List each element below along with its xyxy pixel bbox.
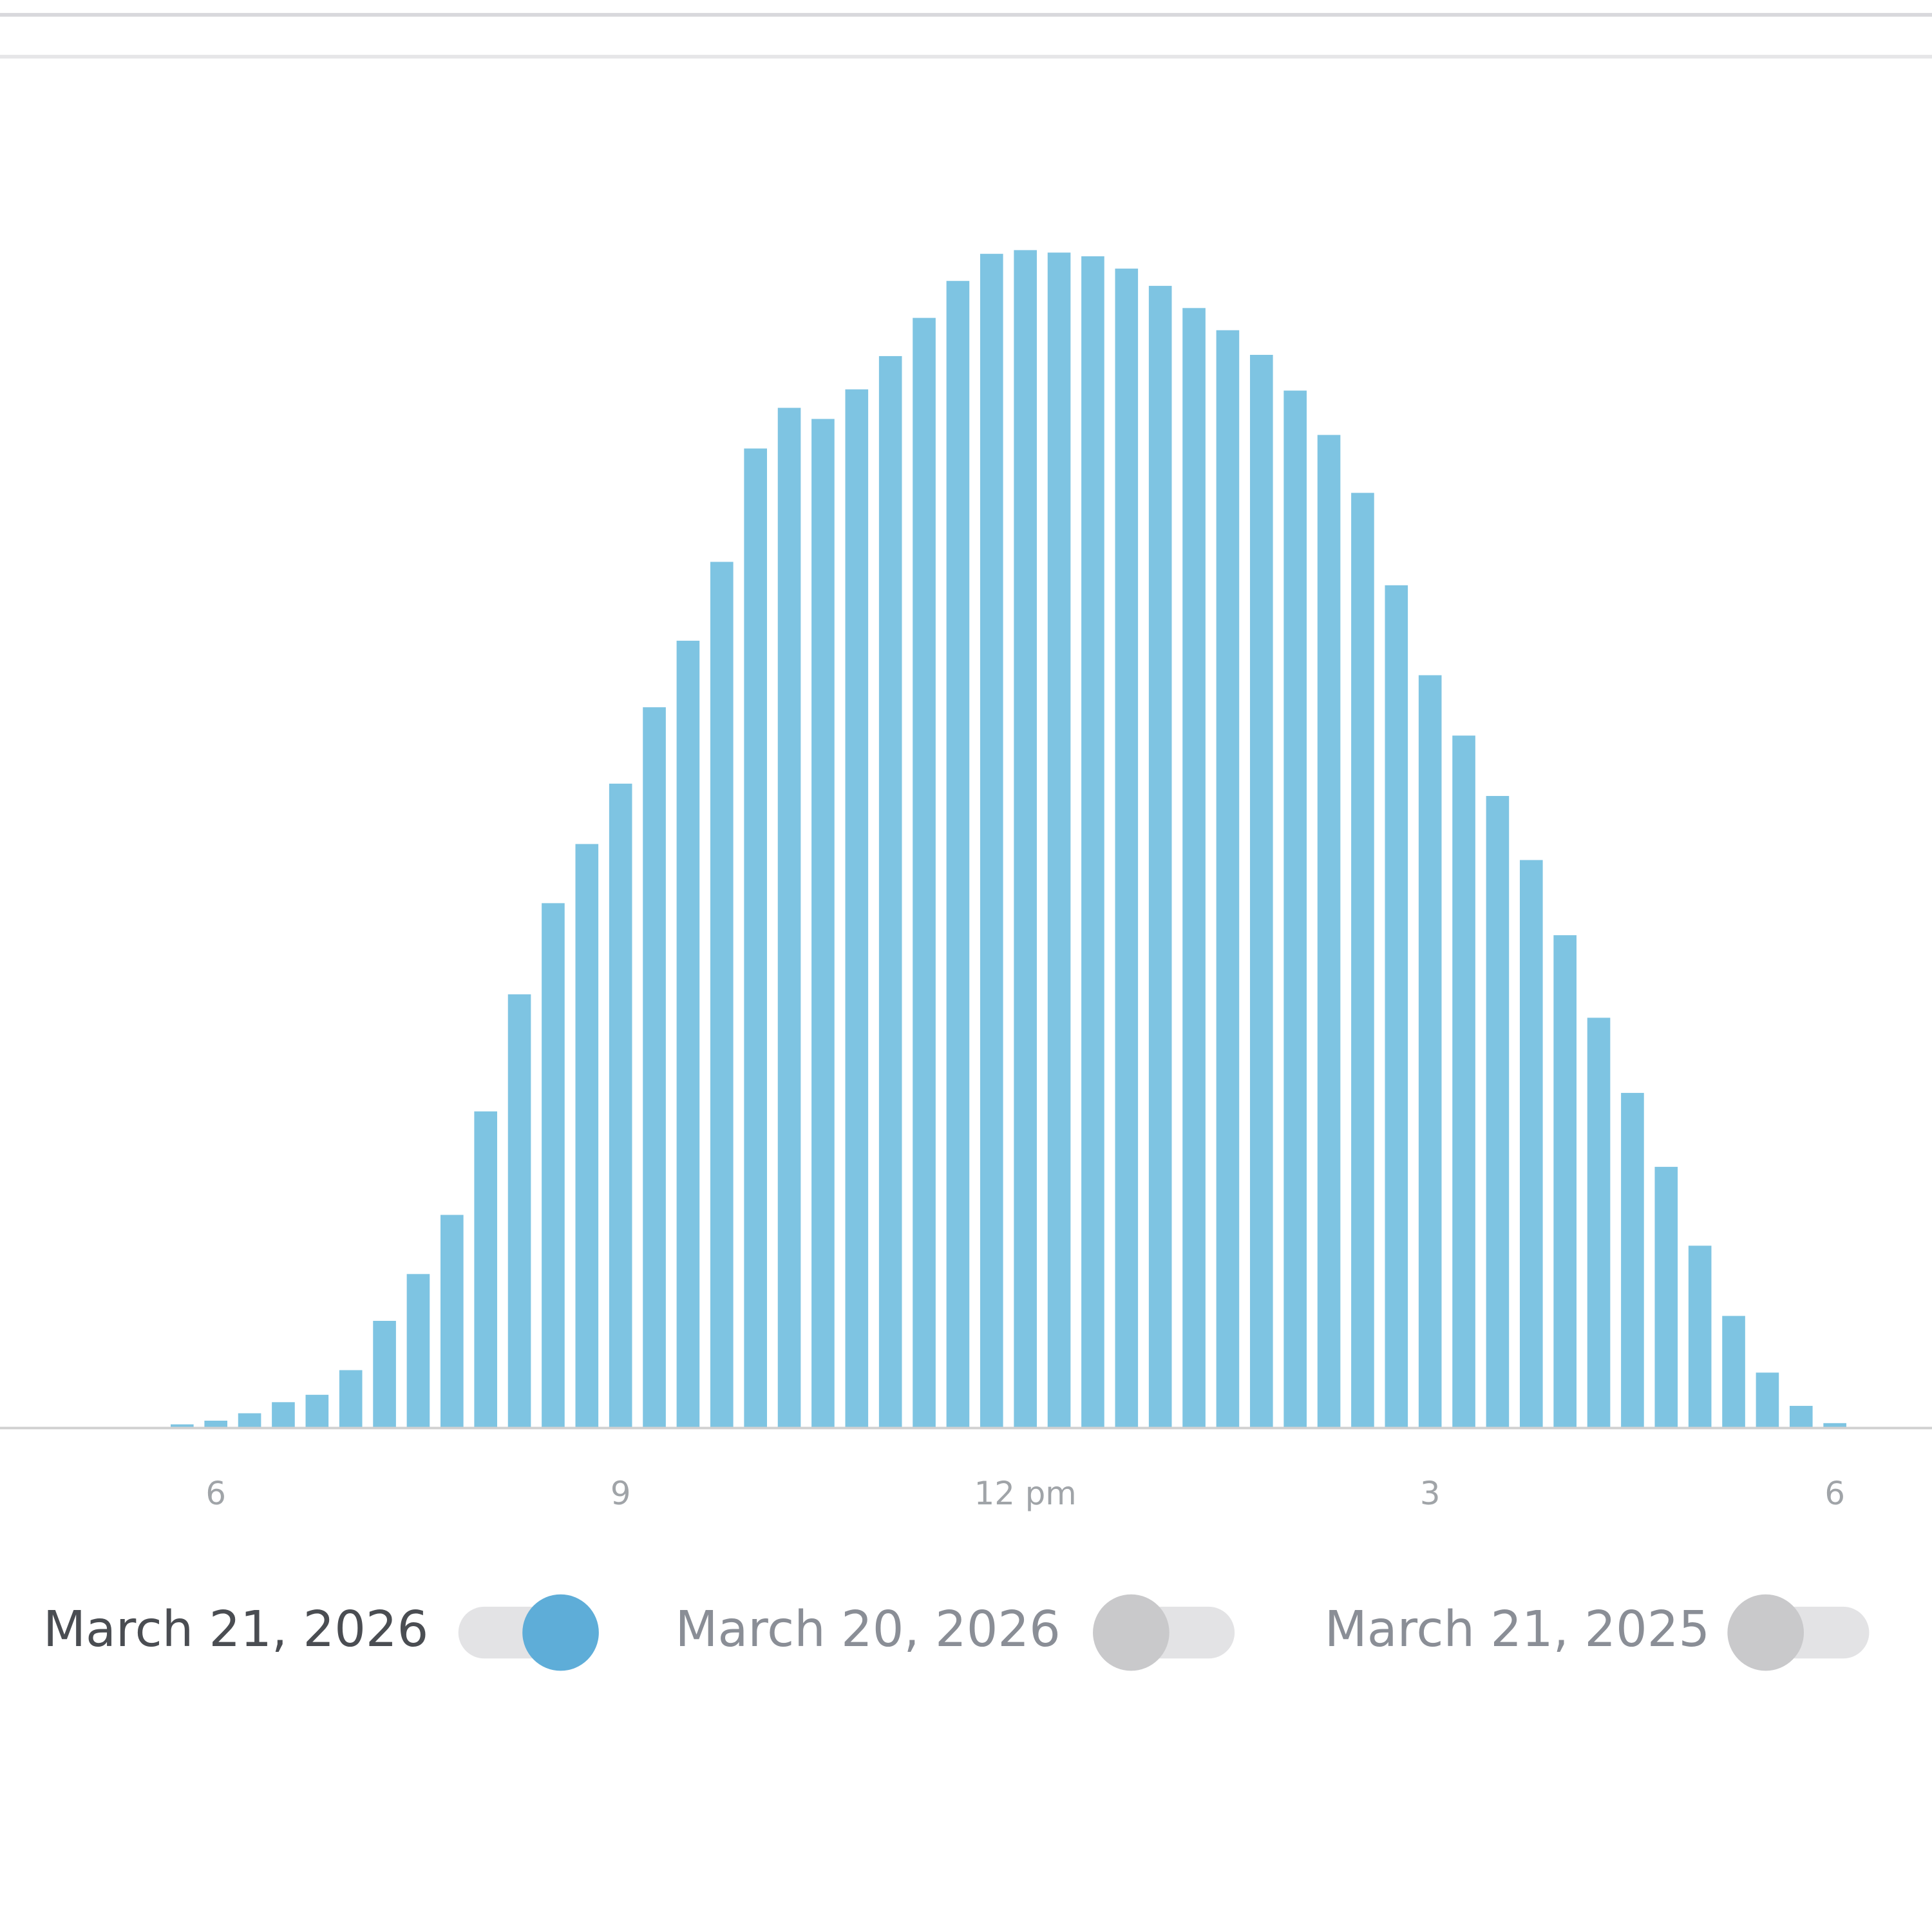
- bar: [1418, 675, 1442, 1427]
- bar: [1756, 1372, 1779, 1427]
- bar: [1385, 585, 1408, 1427]
- bar: [1148, 285, 1172, 1427]
- bar: [171, 1424, 194, 1427]
- bar: [1688, 1245, 1712, 1427]
- bar: [440, 1215, 464, 1427]
- bar: [1081, 256, 1104, 1427]
- bar: [676, 640, 700, 1427]
- bar: [1317, 435, 1341, 1427]
- x-tick-label: 6: [205, 1475, 226, 1512]
- bar: [272, 1402, 295, 1427]
- bar: [1182, 308, 1206, 1427]
- x-tick-label: 12 pm: [974, 1475, 1077, 1512]
- bar: [980, 254, 1003, 1427]
- bar: [1621, 1093, 1644, 1427]
- bar: [1553, 935, 1577, 1427]
- bar: [542, 903, 565, 1427]
- bar: [1722, 1316, 1745, 1427]
- bar: [406, 1274, 430, 1427]
- toggle-knob[interactable]: [1093, 1594, 1170, 1671]
- bar: [339, 1370, 363, 1427]
- toggle-label[interactable]: March 20, 2026: [675, 1601, 1060, 1658]
- bar: [777, 408, 801, 1427]
- x-tick-label: 6: [1824, 1475, 1845, 1512]
- x-tick-label: 3: [1420, 1475, 1441, 1512]
- toggle-knob[interactable]: [522, 1594, 599, 1671]
- bar: [474, 1111, 497, 1427]
- bar: [373, 1321, 396, 1427]
- bar: [946, 281, 970, 1427]
- bar: [575, 844, 599, 1427]
- bar: [811, 419, 835, 1427]
- bar: [845, 389, 869, 1427]
- toggle-label[interactable]: March 21, 2025: [1325, 1601, 1710, 1658]
- bar: [643, 707, 666, 1427]
- bar: [1519, 860, 1543, 1427]
- bar: [1249, 355, 1273, 1427]
- bar: [1452, 735, 1475, 1427]
- bar: [204, 1420, 228, 1427]
- bar: [1283, 390, 1307, 1427]
- bar: [1486, 795, 1510, 1427]
- bar: [609, 783, 632, 1427]
- bar: [1014, 250, 1037, 1427]
- toggle-knob[interactable]: [1727, 1594, 1804, 1671]
- bar: [238, 1413, 261, 1427]
- bar: [744, 448, 767, 1427]
- bar: [1115, 269, 1139, 1427]
- bar: [1654, 1166, 1678, 1427]
- bar: [305, 1394, 329, 1427]
- bar: [710, 562, 734, 1427]
- toggle-label[interactable]: March 21, 2026: [43, 1601, 428, 1658]
- bar: [507, 994, 531, 1427]
- bar: [878, 355, 902, 1427]
- bar: [913, 317, 936, 1427]
- bar: [1789, 1406, 1813, 1427]
- bar: [1047, 252, 1071, 1427]
- bar: [1216, 330, 1240, 1427]
- bar: [1351, 493, 1374, 1427]
- bar: [1587, 1018, 1611, 1427]
- x-tick-label: 9: [611, 1475, 631, 1512]
- bar: [1823, 1423, 1846, 1427]
